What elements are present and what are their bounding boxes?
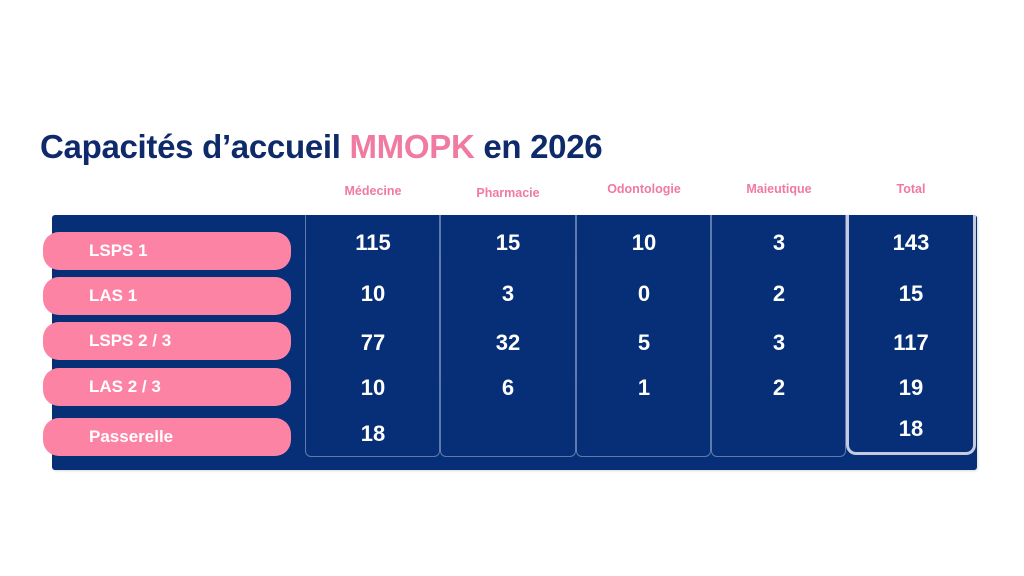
column-header-total: Total [896,182,926,196]
cell: 3 [501,281,515,306]
cell: 15 [495,230,521,255]
cell-total: 15 [898,281,924,306]
cell: 10 [631,230,657,255]
row-label-las1: LAS 1 [43,277,291,315]
cell: 3 [772,230,786,255]
cell: 2 [772,375,786,400]
row-label-passerelle: Passerelle [43,418,291,456]
cell: 1 [637,375,651,400]
page-title: Capacités d’accueil MMOPK en 2026 [40,128,603,166]
cell: 10 [360,375,386,400]
row-label-las23: LAS 2 / 3 [43,368,291,406]
cell-total: 117 [893,330,929,355]
column-total [846,215,976,455]
cell: 5 [637,330,651,355]
cell-total: 143 [892,230,930,255]
column-header-medecine: Médecine [344,184,402,198]
cell: 0 [637,281,651,306]
cell: 115 [355,230,391,255]
cell-total: 18 [898,416,924,441]
title-suffix: en 2026 [474,128,603,165]
column-header-maieutique: Maieutique [746,182,812,196]
cell: 32 [495,330,521,355]
cell: 18 [360,421,386,446]
cell: 6 [501,375,515,400]
cell-total: 19 [898,375,924,400]
column-odontologie [576,215,711,457]
row-label-lsps1: LSPS 1 [43,232,291,270]
cell: 10 [360,281,386,306]
title-prefix: Capacités d’accueil [40,128,350,165]
column-medecine [305,215,440,457]
cell: 77 [360,330,386,355]
cell: 2 [772,281,786,306]
column-pharmacie [440,215,576,457]
cell: 3 [772,330,786,355]
row-label-lsps23: LSPS 2 / 3 [43,322,291,360]
column-header-pharmacie: Pharmacie [476,186,540,200]
column-maieutique [711,215,846,457]
column-header-odontologie: Odontologie [607,182,681,196]
title-highlight: MMOPK [349,128,475,165]
